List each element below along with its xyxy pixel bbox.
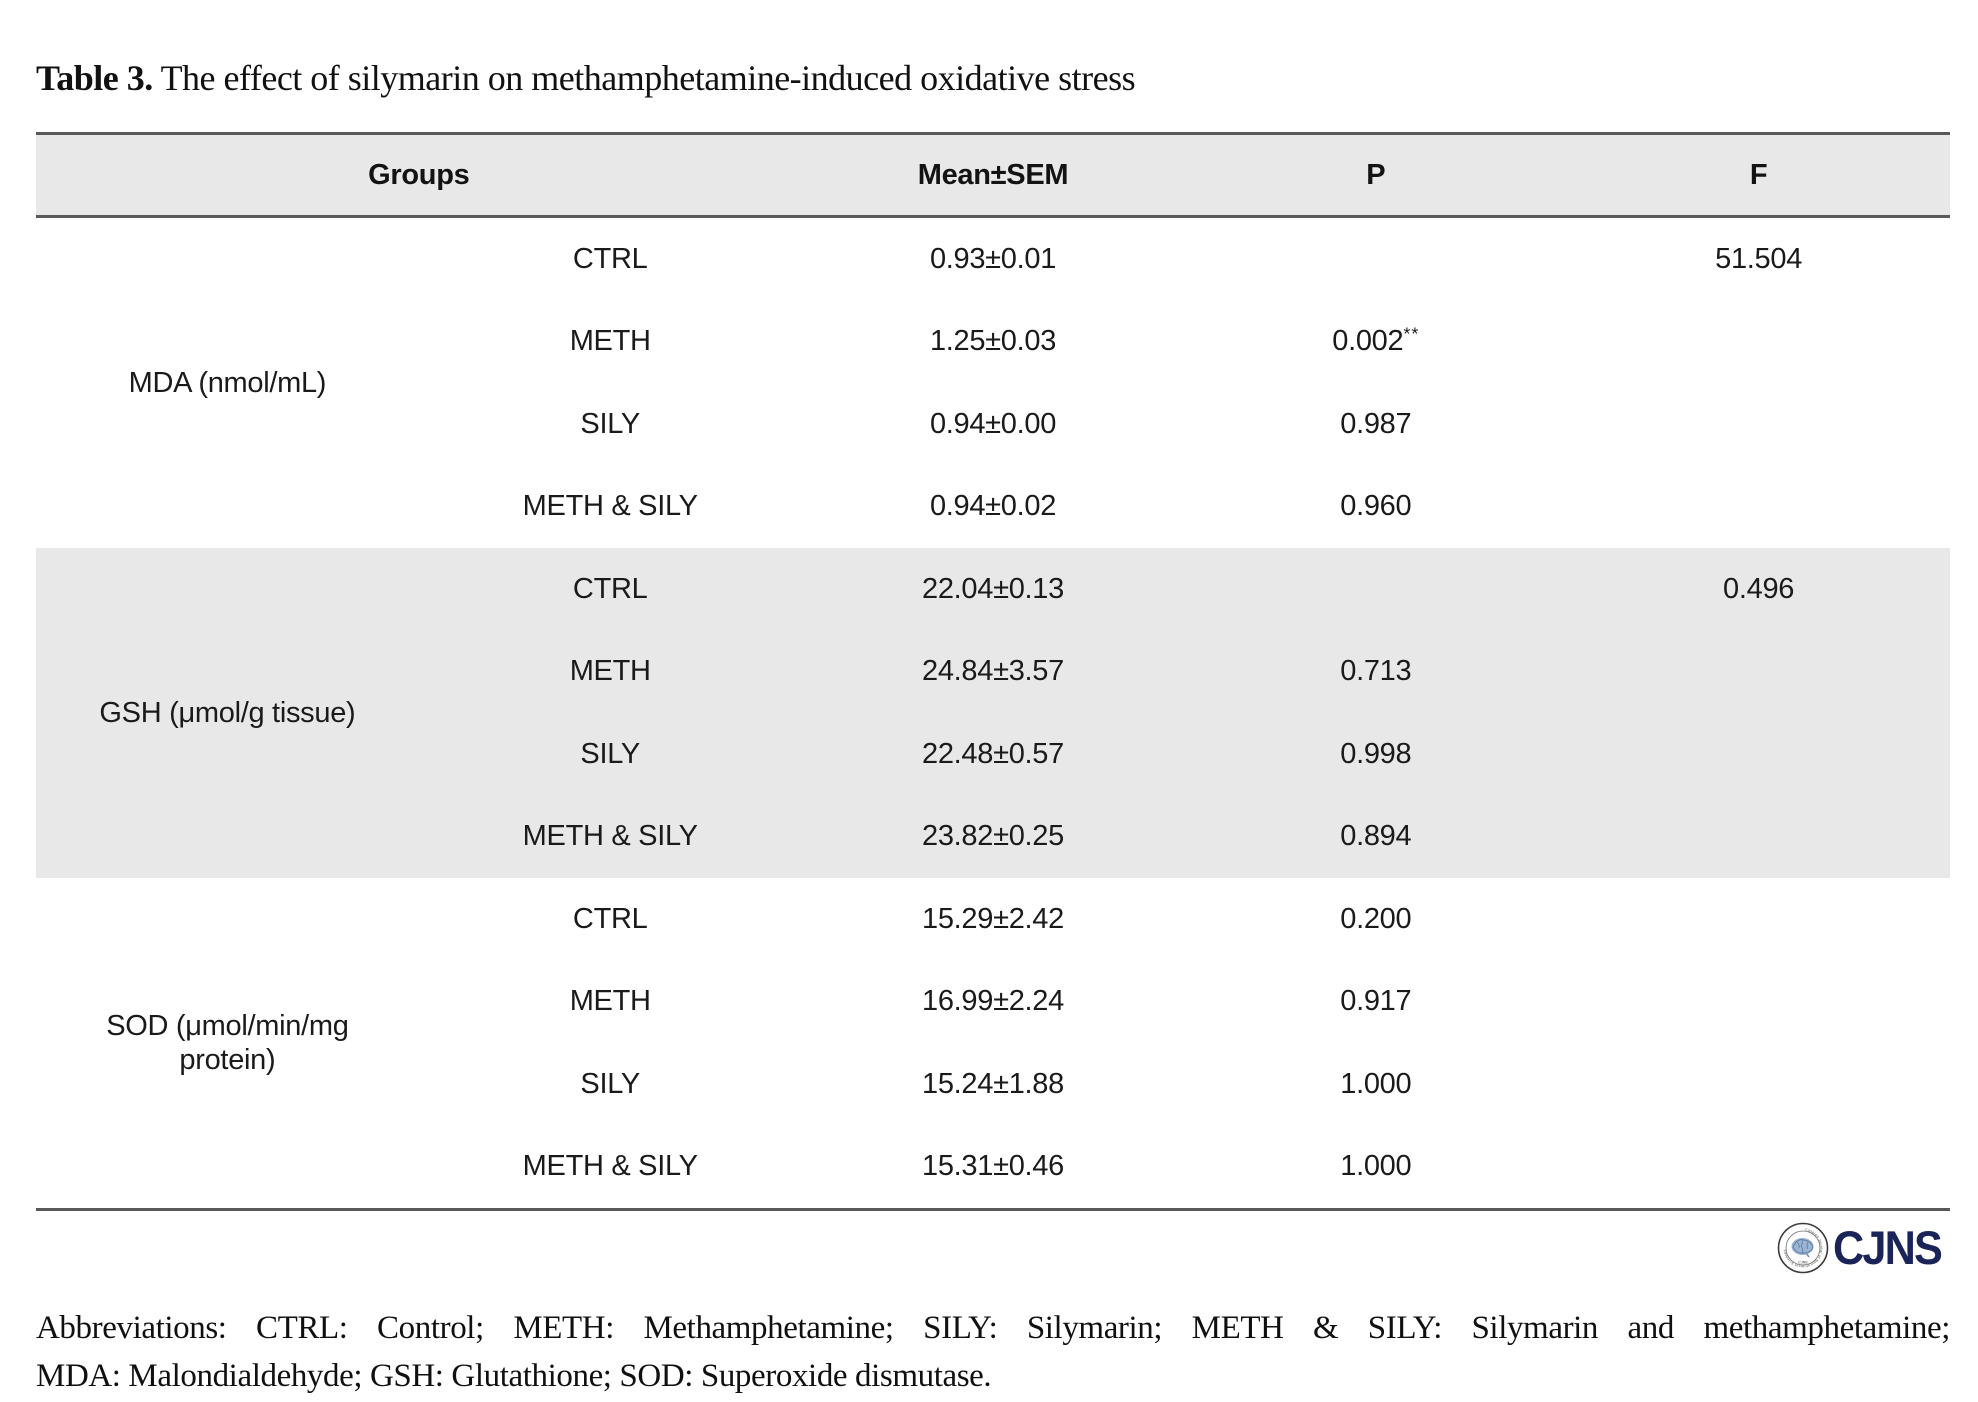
mean-sem-value: 0.94±0.02: [929, 490, 1057, 523]
section-label-sod: SOD (μmol/min/mg protein): [106, 1010, 349, 1076]
group-name: METH & SILY: [522, 820, 698, 853]
results-table: Groups Mean±SEM P F MDA (nmol/mL) CTRL 0…: [36, 132, 1950, 1211]
mean-sem-value: 22.48±0.57: [922, 737, 1064, 770]
table-row: METH 16.99±2.24 0.917: [419, 961, 1950, 1044]
mean-sem-value: 15.29±2.42: [922, 902, 1064, 935]
group-name: SILY: [580, 737, 640, 770]
header-groups: Groups: [368, 158, 470, 191]
p-number: 0.998: [1340, 737, 1412, 770]
header-p: P: [1366, 158, 1386, 191]
p-number: 0.713: [1340, 655, 1412, 688]
p-value: 0.200: [1184, 903, 1567, 936]
p-number: 1.000: [1340, 1150, 1412, 1183]
mean-sem-value: 16.99±2.24: [922, 985, 1064, 1018]
row-group-label: GSH (μmol/g tissue): [36, 548, 419, 878]
table-row: SILY 15.24±1.88 1.000: [419, 1043, 1950, 1126]
table-row: METH & SILY 23.82±0.25 0.894: [419, 796, 1950, 879]
p-number: 0.960: [1340, 490, 1412, 523]
f-value: 51.504: [1715, 242, 1803, 275]
mean-sem-value: 1.25±0.03: [929, 325, 1057, 358]
table-row: METH 24.84±3.57 0.713: [419, 631, 1950, 714]
section-rows-sod: CTRL 15.29±2.42 0.200 METH 16.99±2.24 0.…: [419, 878, 1950, 1208]
row-group-label: MDA (nmol/mL): [36, 218, 419, 548]
seal-bottom-label: CJNS: [1798, 1261, 1808, 1265]
p-number: 0.987: [1340, 407, 1412, 440]
mean-sem-value: 15.31±0.46: [922, 1150, 1064, 1183]
section-label-mda: MDA (nmol/mL): [128, 367, 327, 399]
p-value: 1.000: [1184, 1068, 1567, 1101]
group-name: METH: [569, 985, 651, 1018]
table-row: CTRL 15.29±2.42 0.200: [419, 878, 1950, 961]
p-number: 0.002: [1332, 325, 1404, 358]
section-rows-gsh: CTRL 22.04±0.13 0.496 METH 24.84±3.57 0.…: [419, 548, 1950, 878]
table-header-row: Groups Mean±SEM P F: [36, 132, 1950, 218]
f-value: 0.496: [1723, 572, 1795, 605]
p-value: 1.000: [1184, 1150, 1567, 1183]
journal-logo-row: Caspian Journal of Neurological Sciences…: [36, 1222, 1950, 1278]
abbreviations-line-1: Abbreviations: CTRL: Control; METH: Meth…: [36, 1310, 1950, 1346]
group-name: METH & SILY: [522, 1150, 698, 1183]
section-sod: SOD (μmol/min/mg protein) CTRL 15.29±2.4…: [36, 878, 1950, 1208]
p-value: 0.960: [1184, 490, 1567, 523]
significance-marker: **: [1403, 323, 1420, 344]
p-value: 0.002**: [1184, 325, 1567, 358]
mean-sem-value: 0.93±0.01: [929, 242, 1057, 275]
table-row: CTRL 0.93±0.01 51.504: [419, 218, 1950, 301]
p-value: 0.987: [1184, 408, 1567, 441]
mean-sem-value: 24.84±3.57: [922, 655, 1064, 688]
table-row: SILY 22.48±0.57 0.998: [419, 713, 1950, 796]
page-title: Table 3. The effect of silymarin on meth…: [36, 56, 1136, 100]
group-name: CTRL: [572, 572, 648, 605]
p-number: 0.200: [1340, 902, 1412, 935]
header-f: F: [1749, 158, 1768, 191]
table-row: METH 1.25±0.03 0.002**: [419, 301, 1950, 384]
cjns-logo: Caspian Journal of Neurological Sciences…: [1777, 1222, 1950, 1274]
group-name: CTRL: [572, 242, 648, 275]
table-number-label: Table 3.: [36, 58, 153, 98]
row-group-label: SOD (μmol/min/mg protein): [36, 878, 419, 1208]
table-row: METH & SILY 15.31±0.46 1.000: [419, 1126, 1950, 1209]
mean-sem-value: 0.94±0.00: [929, 407, 1057, 440]
table-title-text: The effect of silymarin on methamphetami…: [152, 58, 1136, 98]
p-number: 0.894: [1340, 820, 1412, 853]
group-name: METH & SILY: [522, 490, 698, 523]
group-name: SILY: [580, 1067, 640, 1100]
group-name: METH: [569, 655, 651, 688]
journal-wordmark: CJNS: [1832, 1221, 1943, 1274]
header-mean-sem: Mean±SEM: [917, 158, 1069, 191]
group-name: CTRL: [572, 902, 648, 935]
p-value: 0.713: [1184, 655, 1567, 688]
p-value: 0.894: [1184, 820, 1567, 853]
abbreviations-line-2: MDA: Malondialdehyde; GSH: Glutathione; …: [36, 1358, 992, 1394]
group-name: SILY: [580, 407, 640, 440]
abbreviations-note: Abbreviations: CTRL: Control; METH: Meth…: [36, 1304, 1950, 1400]
p-number: 1.000: [1340, 1067, 1412, 1100]
mean-sem-value: 15.24±1.88: [922, 1067, 1064, 1100]
section-rows-mda: CTRL 0.93±0.01 51.504 METH 1.25±0.03 0.0…: [419, 218, 1950, 548]
section-label-gsh: GSH (μmol/g tissue): [99, 697, 356, 729]
p-number: 0.917: [1340, 985, 1412, 1018]
mean-sem-value: 22.04±0.13: [922, 572, 1064, 605]
table-row: SILY 0.94±0.00 0.987: [419, 383, 1950, 466]
mean-sem-value: 23.82±0.25: [922, 820, 1064, 853]
p-value: 0.998: [1184, 738, 1567, 771]
group-name: METH: [569, 325, 651, 358]
journal-seal-icon: Caspian Journal of Neurological Sciences…: [1777, 1222, 1828, 1274]
section-gsh: GSH (μmol/g tissue) CTRL 22.04±0.13 0.49…: [36, 548, 1950, 878]
p-value: 0.917: [1184, 985, 1567, 1018]
table-row: CTRL 22.04±0.13 0.496: [419, 548, 1950, 631]
table-row: METH & SILY 0.94±0.02 0.960: [419, 466, 1950, 549]
section-mda: MDA (nmol/mL) CTRL 0.93±0.01 51.504 METH…: [36, 218, 1950, 548]
